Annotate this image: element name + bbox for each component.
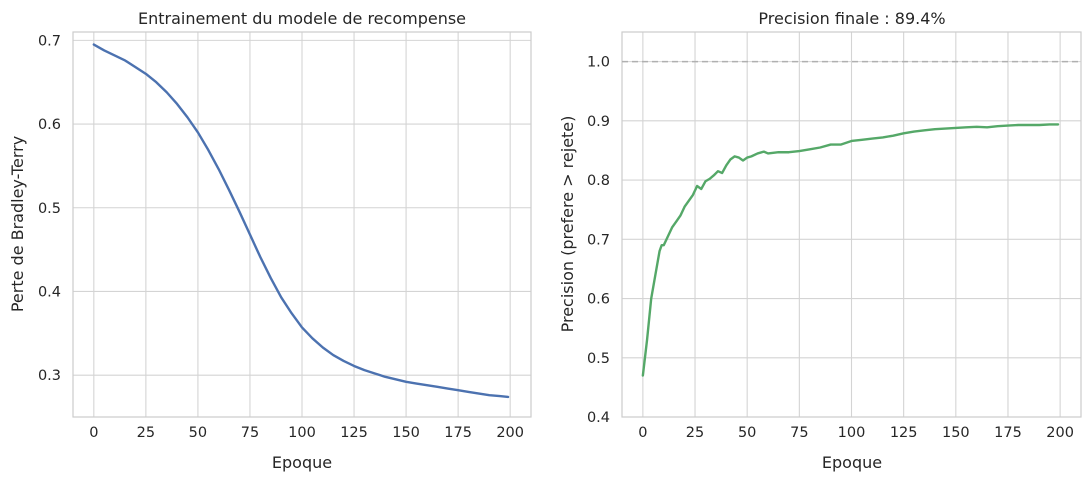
- precision-chart-x-tick-label: 25: [686, 425, 704, 441]
- precision-chart-x-tick-label: 200: [1046, 425, 1074, 441]
- loss-chart-x-tick-label: 75: [241, 425, 259, 441]
- precision-chart-title: Precision finale : 89.4%: [758, 9, 945, 28]
- loss-chart-x-tick-label: 100: [288, 425, 316, 441]
- precision-chart-y-tick-label: 0.9: [587, 114, 610, 130]
- loss-chart-xlabel: Epoque: [272, 453, 332, 472]
- loss-chart-x-tick-label: 150: [392, 425, 420, 441]
- precision-chart-y-tick-label: 0.8: [587, 173, 610, 189]
- loss-chart-title: Entrainement du modele de recompense: [138, 9, 466, 28]
- precision-chart-x-tick-label: 150: [942, 425, 970, 441]
- loss-chart-frame: [72, 31, 532, 418]
- precision-chart-x-tick-label: 0: [638, 425, 647, 441]
- precision-chart-y-tick-label: 0.5: [587, 351, 610, 367]
- precision-chart-y-tick-label: 0.4: [587, 410, 610, 426]
- precision-chart-x-tick-label: 75: [790, 425, 808, 441]
- loss-chart-y-tick-label: 0.6: [38, 117, 61, 133]
- precision-chart-y-tick-label: 0.7: [587, 232, 610, 248]
- loss-chart-y-tick-label: 0.4: [38, 284, 61, 300]
- precision-chart-ylabel: Precision (prefere > rejete): [558, 116, 577, 333]
- loss-chart-x-tick-label: 0: [89, 425, 98, 441]
- loss-chart-y-tick-label: 0.5: [38, 201, 61, 217]
- loss-chart-y-tick-label: 0.3: [38, 368, 61, 384]
- precision-chart-x-tick-label: 50: [738, 425, 756, 441]
- precision-chart-frame: [621, 31, 1082, 418]
- precision-chart-y-tick-label: 0.6: [587, 292, 610, 308]
- loss-chart-ylabel: Perte de Bradley-Terry: [8, 136, 27, 312]
- loss-chart-x-tick-label: 125: [340, 425, 368, 441]
- precision-chart-y-tick-label: 1.0: [587, 55, 610, 71]
- loss-chart-x-tick-label: 50: [189, 425, 207, 441]
- precision-chart: Precision finale : 89.4% Epoque Precisio…: [558, 9, 1082, 472]
- precision-chart-x-tick-label: 125: [890, 425, 918, 441]
- precision-chart-series-line: [641, 123, 1060, 377]
- loss-chart-y-tick-label: 0.7: [38, 33, 61, 49]
- loss-chart-grid: [73, 32, 531, 417]
- loss-chart-x-tick-label: 175: [444, 425, 472, 441]
- loss-chart: Entrainement du modele de recompense Epo…: [8, 9, 532, 472]
- precision-chart-xlabel: Epoque: [822, 453, 882, 472]
- loss-chart-series-line: [92, 43, 510, 399]
- precision-chart-x-tick-label: 175: [994, 425, 1022, 441]
- loss-chart-x-tick-label: 25: [137, 425, 155, 441]
- loss-chart-x-tick-label: 200: [496, 425, 524, 441]
- precision-chart-grid: [622, 32, 1081, 418]
- precision-chart-x-tick-label: 100: [838, 425, 866, 441]
